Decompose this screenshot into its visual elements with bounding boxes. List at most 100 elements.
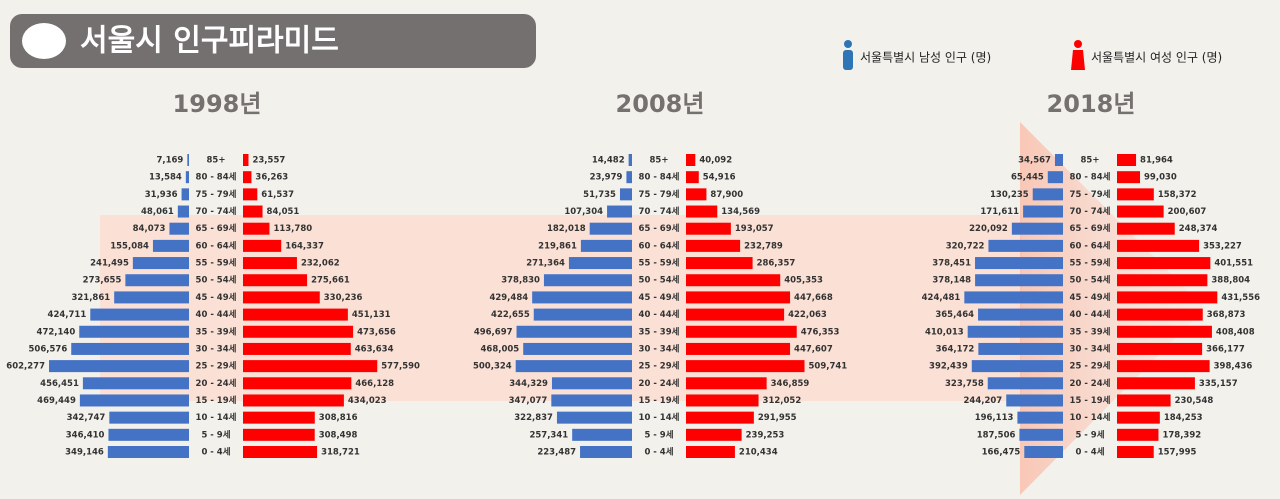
bar — [1054, 154, 1063, 166]
category-label: 45 - 49세 — [639, 292, 680, 303]
value-label: 7,169 — [156, 156, 183, 166]
value-label: 349,146 — [65, 448, 104, 458]
bar — [1117, 394, 1171, 407]
category-label: 80 - 84세 — [639, 172, 680, 183]
value-label: 308,498 — [319, 430, 358, 440]
category-label: 50 - 54세 — [1070, 275, 1111, 286]
category-label: 25 - 29세 — [639, 361, 680, 372]
value-label: 344,329 — [509, 379, 548, 389]
bar — [114, 291, 189, 304]
category-label: 75 - 79세 — [1070, 189, 1111, 200]
category-label: 45 - 49세 — [196, 292, 237, 303]
bar — [686, 342, 791, 355]
bar — [1117, 377, 1195, 390]
value-label: 84,051 — [267, 207, 300, 217]
value-label: 23,979 — [590, 173, 623, 183]
category-label: 70 - 74세 — [196, 206, 237, 217]
bar — [79, 394, 189, 407]
category-label: 65 - 69세 — [1070, 223, 1111, 234]
value-label: 342,747 — [67, 413, 106, 423]
bar — [152, 239, 189, 252]
category-label: 5 - 9세 — [201, 429, 230, 440]
bar — [607, 205, 632, 218]
value-label: 378,451 — [932, 259, 971, 269]
bar — [967, 325, 1063, 338]
bar — [1117, 257, 1211, 270]
category-label: 20 - 24세 — [639, 378, 680, 389]
category-label: 20 - 24세 — [1070, 378, 1111, 389]
category-label: 45 - 49세 — [1070, 292, 1111, 303]
value-label: 239,253 — [746, 430, 785, 440]
value-label: 321,861 — [71, 293, 110, 303]
category-label: 65 - 69세 — [639, 223, 680, 234]
value-label: 219,861 — [538, 241, 577, 251]
value-label: 14,482 — [592, 156, 625, 166]
bar — [572, 428, 632, 441]
bar — [243, 360, 378, 373]
value-label: 353,227 — [1203, 241, 1242, 251]
value-label: 463,634 — [355, 344, 394, 354]
category-label: 25 - 29세 — [1070, 361, 1111, 372]
category-label: 70 - 74세 — [1070, 206, 1111, 217]
value-label: 23,557 — [252, 156, 285, 166]
value-label: 54,916 — [703, 173, 736, 183]
bar — [978, 342, 1063, 355]
value-label: 322,837 — [514, 413, 553, 423]
value-label: 398,436 — [1214, 362, 1253, 372]
value-label: 577,590 — [381, 362, 420, 372]
value-label: 320,722 — [946, 241, 985, 251]
value-label: 193,057 — [735, 224, 774, 234]
category-label: 25 - 29세 — [196, 361, 237, 372]
value-label: 178,392 — [1162, 430, 1201, 440]
value-label: 187,506 — [977, 430, 1016, 440]
bar — [79, 325, 189, 338]
bar — [243, 446, 318, 458]
value-label: 196,113 — [975, 413, 1014, 423]
value-label: 113,780 — [273, 224, 312, 234]
bar — [515, 360, 632, 373]
value-label: 366,177 — [1206, 344, 1245, 354]
category-label: 5 - 9세 — [1075, 429, 1104, 440]
bar — [243, 325, 354, 338]
bar — [1032, 188, 1063, 201]
title-box — [10, 14, 536, 68]
value-label: 602,277 — [6, 362, 45, 372]
bar — [1017, 411, 1063, 424]
bar — [1024, 446, 1063, 458]
value-label: 157,995 — [1158, 448, 1197, 458]
value-label: 401,551 — [1214, 259, 1253, 269]
bar — [1006, 394, 1063, 407]
category-label: 85+ — [207, 156, 226, 166]
value-label: 323,758 — [945, 379, 984, 389]
bar — [1023, 205, 1063, 218]
category-label: 10 - 14세 — [639, 412, 680, 423]
bar — [1011, 222, 1063, 235]
bar — [971, 360, 1063, 373]
bar — [686, 257, 753, 270]
bar — [686, 411, 754, 424]
value-label: 468,005 — [480, 344, 519, 354]
category-label: 30 - 34세 — [196, 343, 237, 354]
bar — [243, 291, 320, 304]
category-label: 50 - 54세 — [196, 275, 237, 286]
value-label: 451,131 — [352, 310, 391, 320]
value-label: 410,013 — [925, 327, 964, 337]
value-label: 496,697 — [474, 327, 513, 337]
value-label: 241,495 — [90, 259, 129, 269]
value-label: 346,410 — [66, 430, 105, 440]
bar — [580, 239, 632, 252]
value-label: 81,964 — [1140, 156, 1173, 166]
bar — [1047, 171, 1063, 184]
value-label: 134,569 — [721, 207, 760, 217]
category-label: 75 - 79세 — [196, 189, 237, 200]
bar — [243, 257, 297, 270]
bar — [543, 274, 632, 287]
value-label: 509,741 — [808, 362, 847, 372]
bar — [686, 154, 696, 166]
legend-icon — [1071, 50, 1085, 70]
value-label: 447,668 — [794, 293, 833, 303]
category-label: 80 - 84세 — [196, 172, 237, 183]
bar — [132, 257, 189, 270]
value-label: 166,475 — [982, 448, 1021, 458]
